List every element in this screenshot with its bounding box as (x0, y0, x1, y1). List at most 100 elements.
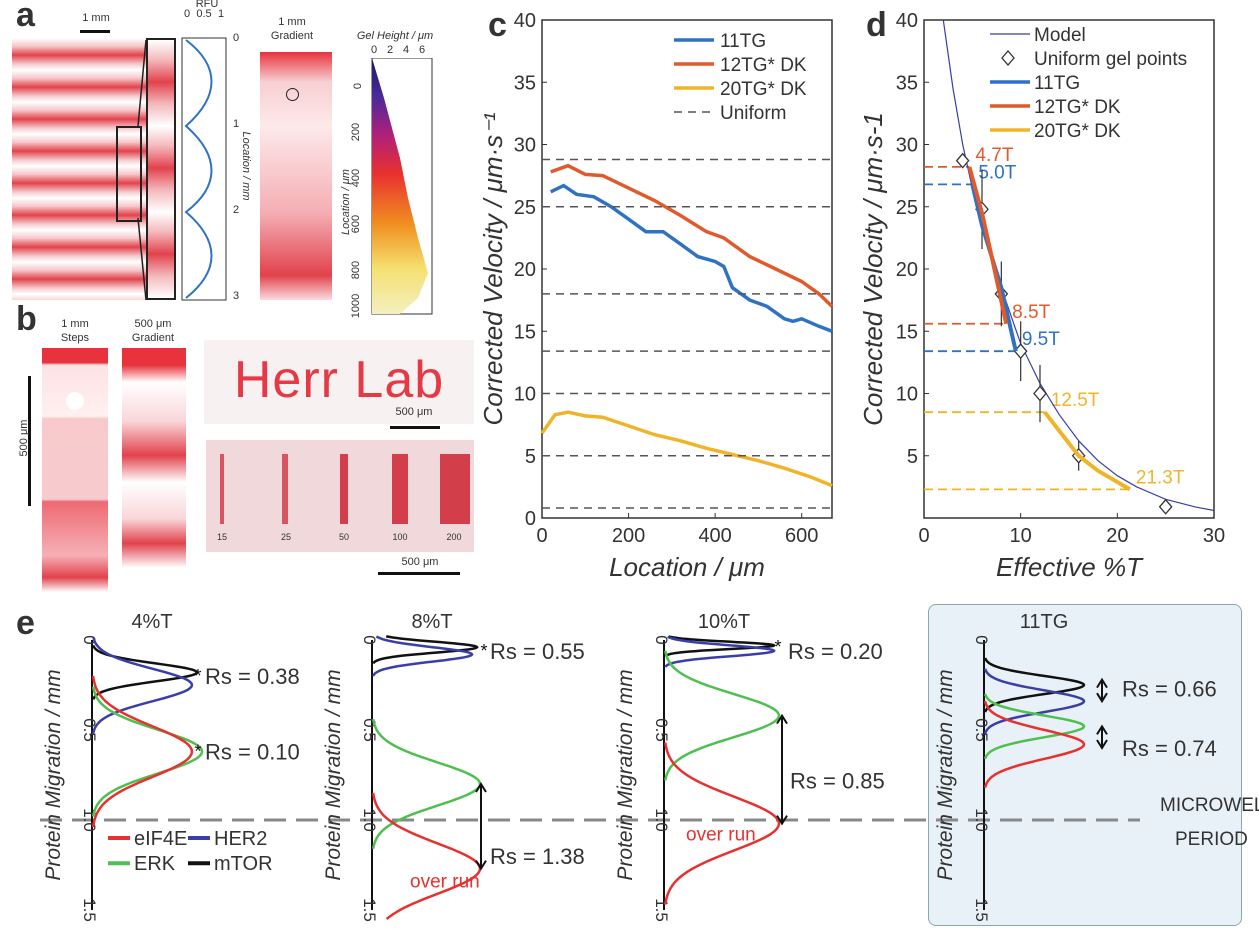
zoomed-stripe (146, 38, 176, 300)
legend-label-e: HER2 (214, 828, 267, 850)
star-marker: * (194, 742, 201, 762)
legend-label-c: 11TG (720, 31, 766, 52)
gradient-marker (286, 88, 299, 101)
gel-height-tick-3: 6 (418, 44, 426, 56)
rfu-tick-1: 0.5 (196, 8, 212, 20)
y-tick-label-d: 5 (907, 446, 918, 468)
x-axis-label-d: Effective %T (996, 552, 1144, 582)
y-tick-label-d: 20 (896, 259, 918, 281)
series-line-12tgdk (550, 163, 834, 308)
protein-curve (983, 668, 1086, 735)
legend-label-d: Uniform gel points (1034, 49, 1187, 70)
stripe-micrograph (12, 38, 170, 300)
legend-label-e: eIF4E (134, 828, 187, 850)
legend-label-c: 20TG* DK (720, 79, 807, 100)
series-line-20tgdk (1043, 410, 1131, 492)
y-tick-label-e: 0 (972, 635, 991, 644)
y-tick-label-e: 1.5 (972, 898, 991, 922)
loc-tick-0: 0 (232, 32, 240, 44)
annotation-label: 12.5T (1051, 390, 1100, 411)
rs-label: Rs = 0.66 (1122, 677, 1217, 702)
y-tick-label-e: 0.5 (972, 718, 991, 742)
rs-label: Rs = 0.38 (205, 664, 300, 689)
plot-title: 11TG (1020, 611, 1069, 633)
logo-scale-bar (390, 426, 440, 429)
y-tick-label-d: 40 (896, 10, 918, 32)
protein-curve (983, 693, 1086, 760)
y-tick-label-c: 25 (514, 197, 536, 219)
series-line-11tg (549, 183, 833, 333)
y-tick-label-e: 1.0 (360, 808, 379, 832)
protein-curve (91, 686, 204, 817)
chart-d: 5 10 15 20 25 30 35 40 0 10 20 30 4.7T5.0T 8.5T 9.5T 12… (858, 10, 1225, 582)
y-tick-label-d: 10 (896, 384, 918, 406)
gel-height-label: Gel Height / μm (356, 30, 434, 42)
arrow-head (776, 713, 788, 725)
well-label-15: 15 (216, 532, 227, 542)
gel-height-tick-2: 4 (402, 44, 410, 56)
y-tick-label-e: 0 (652, 635, 671, 644)
annotation-label: 4.7T (975, 145, 1013, 166)
protein-curve (983, 657, 1086, 713)
gel-loc-tick-0: 0 (352, 82, 364, 90)
scale-vertical-bar (28, 376, 31, 506)
location-axis-label: Location / mm (240, 131, 252, 201)
y-tick-label-e: 1.0 (972, 808, 991, 832)
microwell-label-2: PERIOD (1175, 829, 1248, 850)
y-tick-label-e: 0 (360, 635, 379, 644)
well-50 (340, 454, 348, 524)
herr-lab-text: Herr Lab (233, 351, 445, 409)
gel-loc-tick-4: 800 (350, 260, 362, 280)
legend-label-d: 20TG* DK (1034, 121, 1121, 142)
y-tick-label-e: 0.5 (652, 718, 671, 742)
panel-letter-a: a (16, 0, 35, 34)
rfu-tick-2: 1 (217, 8, 225, 20)
over-run-label: over run (410, 871, 480, 892)
star-marker: * (774, 637, 781, 657)
well-25 (282, 454, 288, 524)
well-15 (220, 454, 224, 524)
well-label-50: 50 (338, 532, 349, 542)
protein-curve (664, 635, 776, 668)
y-axis-label-e: Protein Migration / mm (934, 669, 957, 880)
well-100 (392, 454, 408, 524)
legend-label-d: 12TG* DK (1034, 97, 1121, 118)
y-tick-label-d: 30 (896, 135, 918, 157)
y-tick-label-c: 0 (525, 508, 536, 530)
y-tick-label-e: 1.5 (652, 898, 671, 922)
series-line-20tgdk (540, 410, 833, 488)
scalebar (80, 30, 110, 33)
arrow-head (1096, 677, 1108, 689)
gel-loc-tick-5: 1000 (350, 293, 362, 319)
x-axis-label-c: Location / μm (609, 552, 765, 582)
legend-label-e: mTOR (214, 853, 273, 875)
y-tick-label-e: 1.0 (652, 808, 671, 832)
y-tick-label-e: 0.5 (80, 718, 99, 742)
rfu-label: RFU (195, 0, 219, 10)
protein-curve (983, 700, 1086, 788)
data-point (1033, 385, 1047, 402)
over-run-label: over run (686, 825, 756, 846)
protein-curve (372, 635, 474, 677)
y-axis-label-e: Protein Migration / mm (42, 669, 65, 880)
well-label-200: 200 (446, 532, 462, 542)
y-tick-label-c: 10 (514, 384, 536, 406)
rs-label: Rs = 0.85 (790, 768, 885, 793)
loc-tick-3: 3 (232, 290, 240, 302)
zoom-lines (137, 39, 147, 301)
scale-vertical-label: 500 μm (18, 419, 30, 457)
zoom-box (116, 126, 142, 222)
panel-letter-e: e (16, 604, 35, 642)
bottom-scale-bar (378, 572, 460, 575)
y-tick-label-c: 35 (514, 72, 536, 94)
arrow-head (1096, 724, 1108, 735)
y-tick-label-d: 35 (896, 72, 918, 94)
rs-label: Rs = 0.20 (788, 639, 883, 664)
gradient-title-2: Gradient (270, 30, 314, 42)
rs-label: Rs = 0.74 (1122, 736, 1217, 761)
data-point (1158, 498, 1173, 515)
panel-letter-b: b (16, 300, 37, 338)
rfu-profile (181, 37, 227, 301)
y-axis-label-e: Protein Migration / mm (614, 669, 637, 880)
gradient-steps-image (122, 348, 186, 592)
